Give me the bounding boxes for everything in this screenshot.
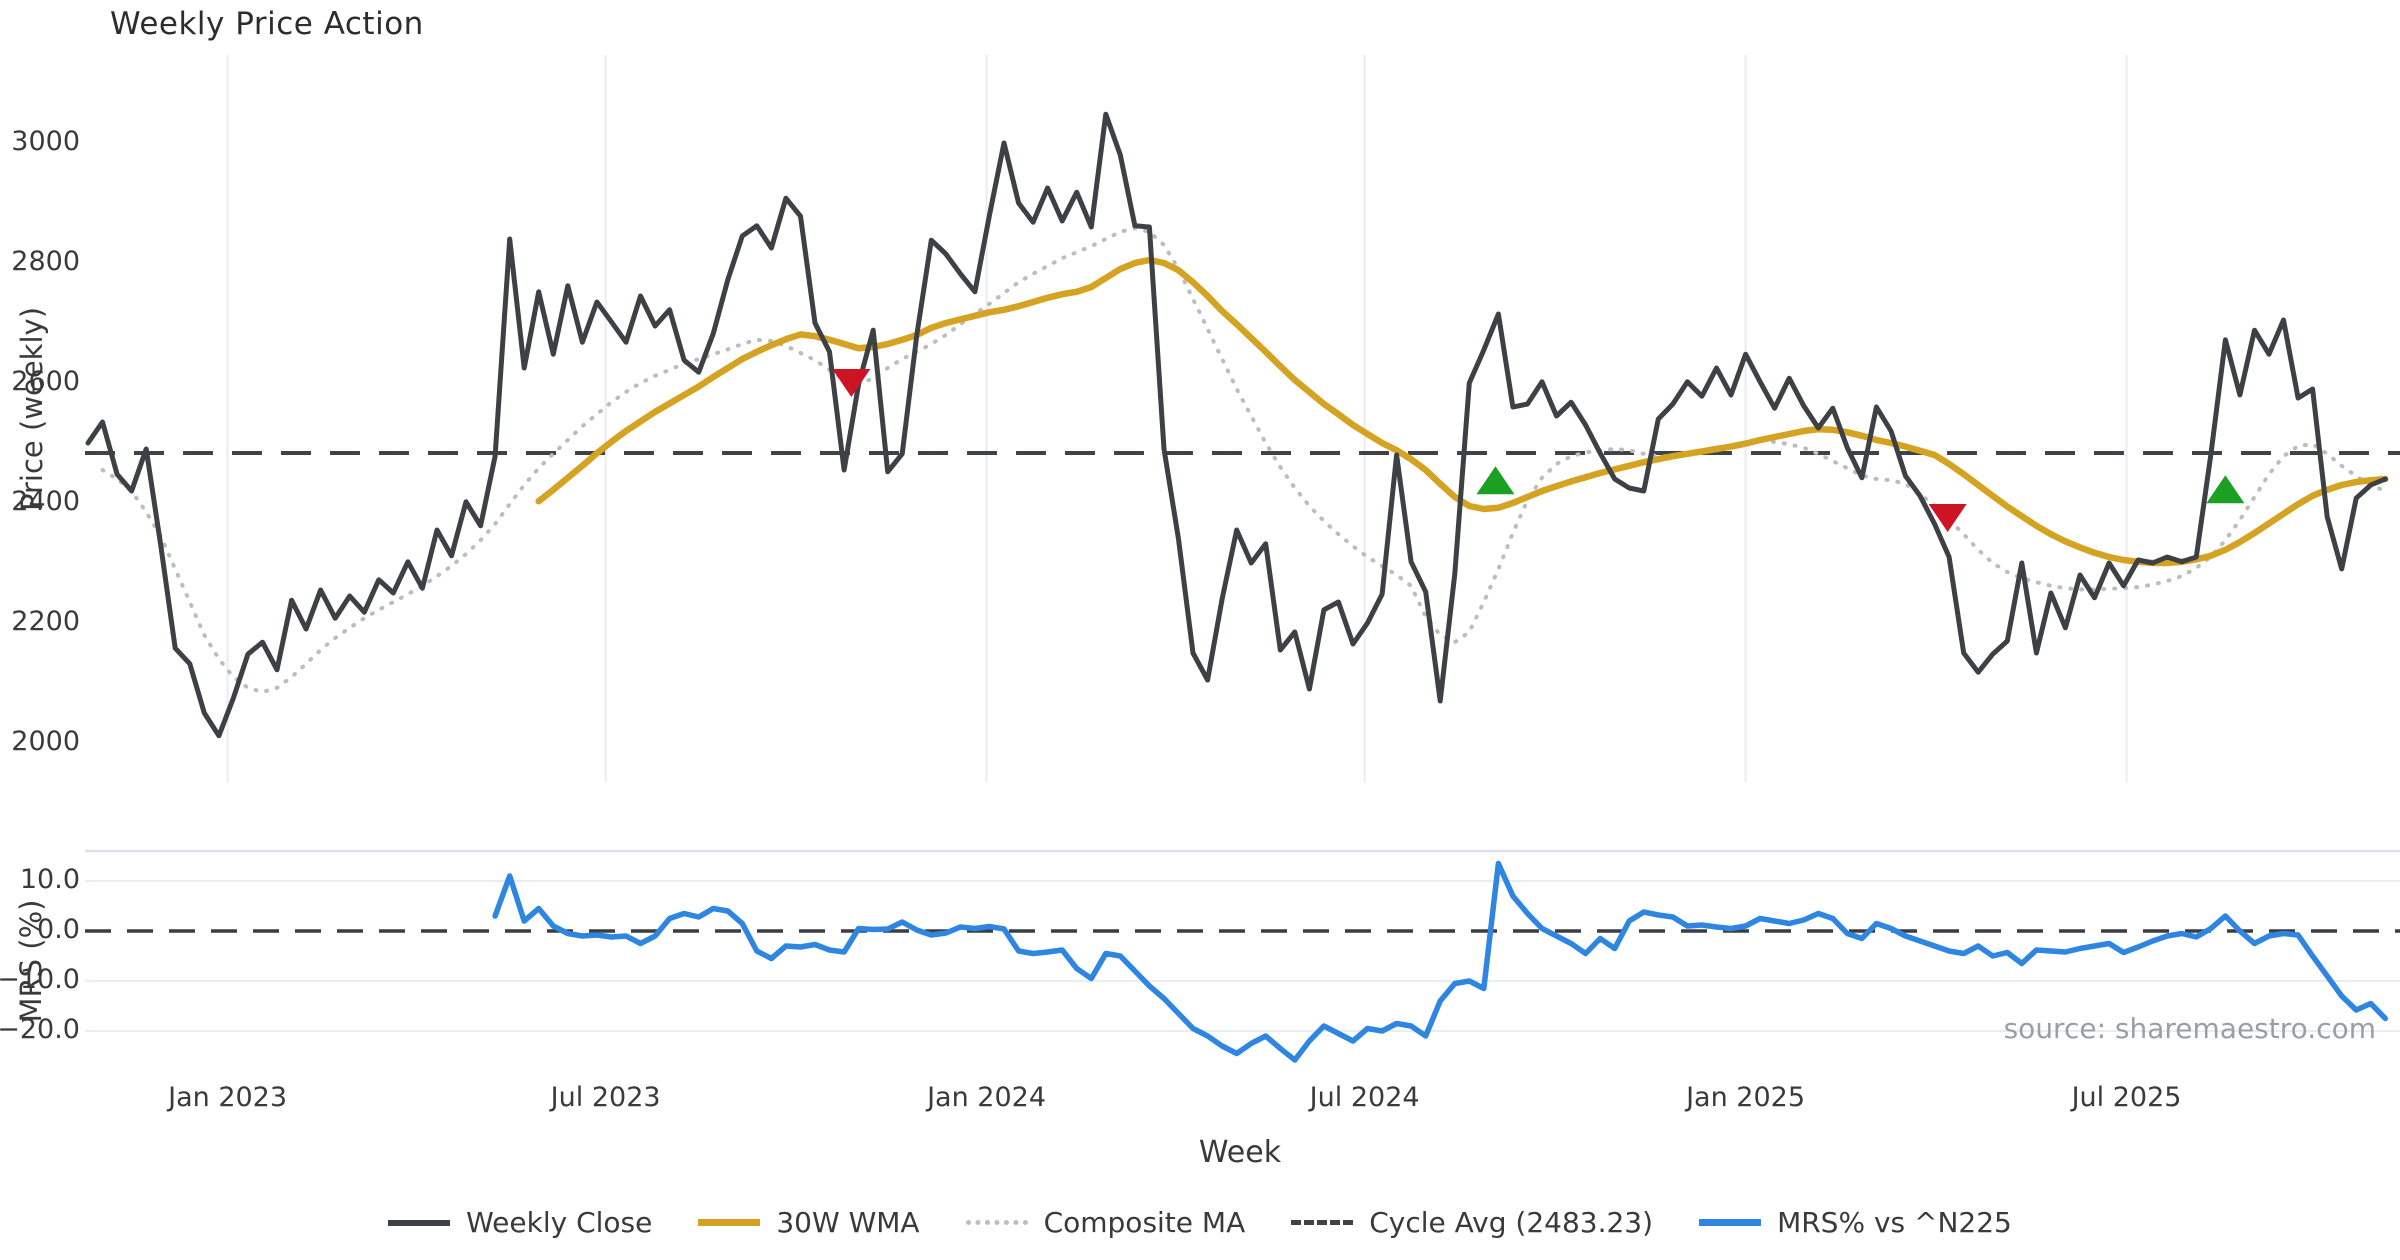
mrs-swatch xyxy=(1699,1219,1762,1226)
price-y-tick-label: 2200 xyxy=(11,606,80,637)
chart-title: Weekly Price Action xyxy=(110,6,424,42)
mrs-line xyxy=(492,860,2389,1063)
legend-item-composite-ma: Composite MA xyxy=(965,1206,1246,1239)
sell-marker xyxy=(1928,504,1967,532)
legend-label: Cycle Avg (2483.23) xyxy=(1369,1206,1654,1239)
price-axis-label: Price (weekly) xyxy=(15,306,49,511)
mrs-y-tick-label: −10.0 xyxy=(0,964,80,995)
cycle-avg-swatch xyxy=(1291,1220,1354,1225)
composite-ma-swatch xyxy=(965,1220,1028,1225)
weekly-close-line xyxy=(85,111,2388,739)
mrs-y-tick-label: 10.0 xyxy=(19,864,80,895)
price-y-tick-label: 3000 xyxy=(11,126,80,157)
price-y-tick-label: 2800 xyxy=(11,246,80,277)
x-tick-label: Jan 2023 xyxy=(168,1082,288,1113)
composite-ma-line xyxy=(100,226,2388,694)
price-y-tick-label: 2400 xyxy=(11,486,80,517)
x-axis-label: Week xyxy=(1198,1135,1282,1170)
x-tick-label: Jan 2024 xyxy=(927,1082,1047,1113)
mrs-y-tick-label: −20.0 xyxy=(0,1014,80,1045)
sell-marker xyxy=(832,369,871,397)
weekly-close-swatch xyxy=(388,1219,451,1226)
legend-label: 30W WMA xyxy=(776,1206,920,1239)
wma-line xyxy=(535,256,2389,567)
legend-label: MRS% vs ^N225 xyxy=(1777,1206,2012,1239)
buy-marker xyxy=(1476,466,1515,495)
chart-legend: Weekly Close 30W WMA Composite MA Cycle … xyxy=(0,1206,2400,1239)
legend-item-cycle-avg: Cycle Avg (2483.23) xyxy=(1291,1206,1653,1239)
buy-marker xyxy=(2206,475,2245,504)
mrs-y-tick-label: 0.0 xyxy=(37,914,80,945)
legend-item-mrs: MRS% vs ^N225 xyxy=(1699,1206,2012,1239)
x-tick-label: Jul 2025 xyxy=(2071,1082,2182,1113)
legend-label: Weekly Close xyxy=(466,1206,653,1239)
legend-item-weekly-close: Weekly Close xyxy=(388,1206,652,1239)
x-tick-label: Jan 2025 xyxy=(1686,1082,1805,1113)
source-credit: source: sharemaestro.com xyxy=(2003,1012,2376,1045)
x-tick-label: Jul 2023 xyxy=(550,1082,661,1113)
price-y-tick-label: 2600 xyxy=(11,366,80,397)
price-y-tick-label: 2000 xyxy=(11,726,80,757)
legend-label: Composite MA xyxy=(1043,1206,1246,1239)
wma-swatch xyxy=(698,1219,761,1226)
legend-item-30w-wma: 30W WMA xyxy=(698,1206,920,1239)
x-tick-label: Jul 2024 xyxy=(1309,1082,1420,1113)
